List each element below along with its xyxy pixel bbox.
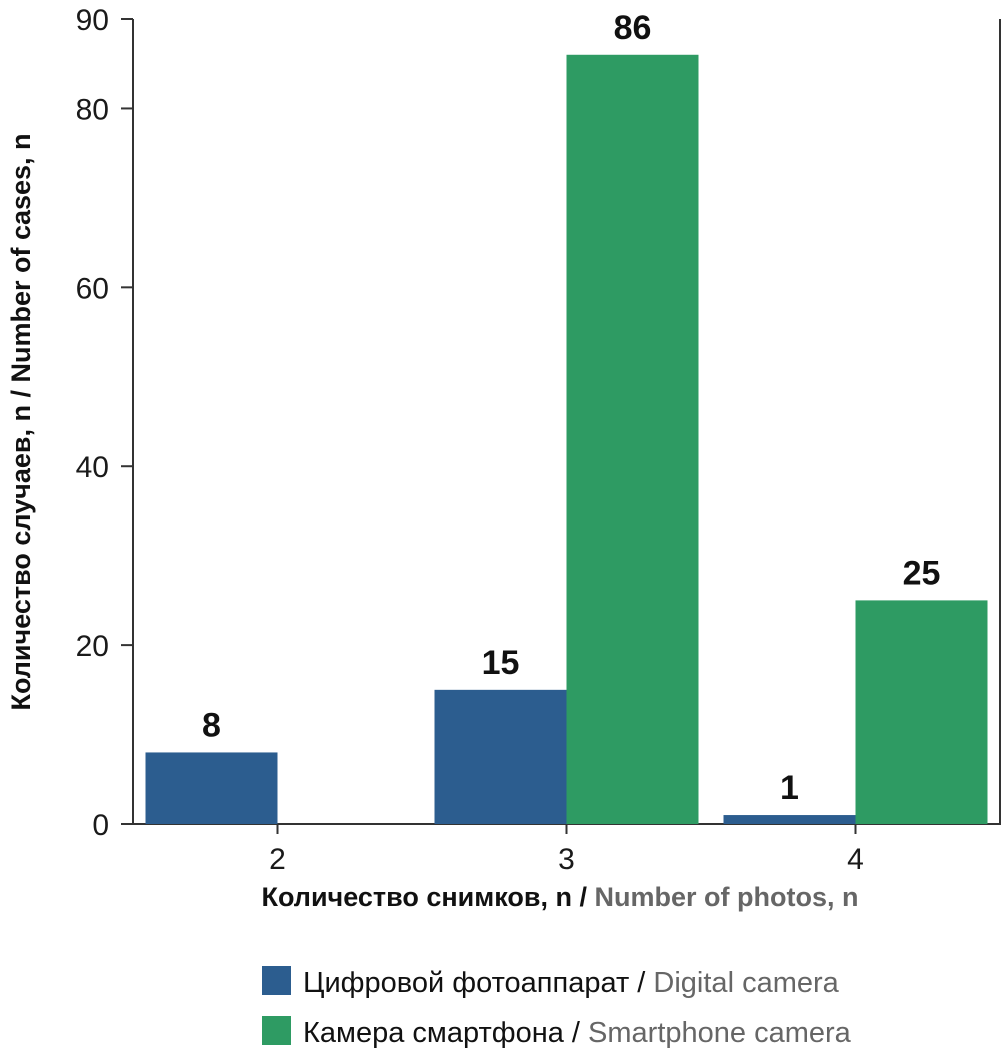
- y-tick-label: 90: [76, 4, 109, 37]
- data-labels: 8 15 86 1 25: [202, 9, 940, 807]
- y-tick-label: 0: [92, 809, 109, 842]
- legend-label-digital-ru: Цифровой фотоаппарат /: [303, 967, 653, 999]
- data-label: 8: [202, 706, 221, 744]
- x-axis-title: Количество снимков, n / Number of photos…: [262, 882, 859, 912]
- bar-smartphone-camera: [566, 54, 699, 825]
- x-axis-title-en: Number of photos, n: [595, 882, 859, 912]
- x-tick-label: 3: [558, 843, 575, 876]
- bar-digital-camera: [723, 815, 856, 824]
- bar-digital-camera: [145, 752, 278, 824]
- bar-digital-camera: [434, 689, 567, 824]
- x-tick-label: 4: [847, 843, 864, 876]
- y-tick-label: 20: [76, 630, 109, 663]
- y-tick-label: 60: [76, 272, 109, 305]
- data-label: 15: [482, 644, 520, 682]
- legend-label-smartphone: Камера смартфона / Smartphone camera: [303, 1017, 852, 1049]
- data-label: 25: [903, 554, 941, 592]
- y-tick-label: 40: [76, 451, 109, 484]
- bar-smartphone-camera: [855, 600, 988, 824]
- legend-label-smartphone-en: Smartphone camera: [588, 1017, 852, 1049]
- legend-swatch-digital: [262, 966, 291, 995]
- legend-label-smartphone-ru: Камера смартфона /: [303, 1017, 588, 1049]
- y-ticks: 0 20 40 60 80 90: [76, 4, 133, 842]
- x-tick-label: 2: [269, 843, 286, 876]
- y-tick-label: 80: [76, 93, 109, 126]
- data-label: 86: [614, 9, 652, 47]
- legend-label-digital: Цифровой фотоаппарат / Digital camera: [303, 967, 840, 999]
- y-axis-title: Количество случаев, n / Number of cases,…: [6, 133, 36, 710]
- bars: [145, 54, 988, 825]
- data-label: 1: [780, 769, 799, 807]
- legend-swatch-smartphone: [262, 1016, 291, 1045]
- legend: Цифровой фотоаппарат / Digital camera Ка…: [262, 966, 852, 1049]
- x-ticks: 2 3 4: [269, 824, 864, 876]
- legend-label-digital-en: Digital camera: [653, 967, 839, 999]
- x-axis-title-ru: Количество снимков, n /: [262, 882, 595, 912]
